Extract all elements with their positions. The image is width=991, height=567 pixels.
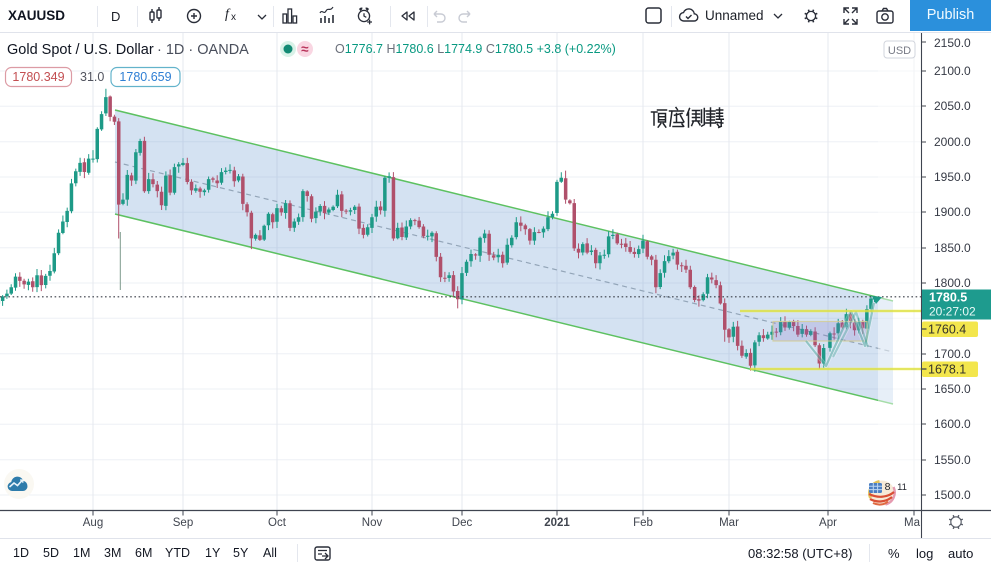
svg-text:Dec: Dec	[452, 517, 473, 529]
svg-text:Nov: Nov	[362, 517, 383, 529]
svg-text:1600.0: 1600.0	[934, 417, 971, 431]
svg-text:1780.349: 1780.349	[12, 70, 64, 84]
svg-text:1780.5: 1780.5	[929, 291, 967, 305]
svg-text:· 1D · OANDA: · 1D · OANDA	[157, 42, 249, 58]
svg-text:1550.0: 1550.0	[934, 453, 971, 467]
svg-text:2050.0: 2050.0	[934, 99, 971, 113]
svg-text:8: 8	[885, 481, 891, 493]
svg-text:O1776.7 H1780.6 L1774.9 C1780.: O1776.7 H1780.6 L1774.9 C1780.5 +3.8 (+0…	[335, 42, 616, 56]
svg-text:1780.659: 1780.659	[119, 70, 171, 84]
svg-text:20:27:02: 20:27:02	[929, 305, 976, 319]
svg-text:11: 11	[897, 482, 907, 493]
svg-text:Gold Spot / U.S. Dollar: Gold Spot / U.S. Dollar	[7, 42, 154, 58]
svg-text:1800.0: 1800.0	[934, 276, 971, 290]
svg-text:USD: USD	[888, 45, 911, 57]
svg-text:1678.1: 1678.1	[928, 363, 966, 377]
svg-text:Sep: Sep	[173, 517, 193, 529]
svg-text:1850.0: 1850.0	[934, 241, 971, 255]
svg-text:2100.0: 2100.0	[934, 64, 971, 78]
svg-text:Feb: Feb	[633, 517, 653, 529]
svg-text:2150.0: 2150.0	[934, 36, 971, 50]
svg-text:Mar: Mar	[719, 517, 739, 529]
svg-text:1700.0: 1700.0	[934, 347, 971, 361]
svg-text:1900.0: 1900.0	[934, 205, 971, 219]
svg-text:≈: ≈	[301, 42, 309, 57]
svg-text:31.0: 31.0	[80, 70, 104, 84]
svg-text:Ma: Ma	[904, 517, 921, 529]
svg-text:1760.4: 1760.4	[928, 323, 966, 337]
svg-text:Apr: Apr	[819, 517, 837, 529]
svg-text:1500.0: 1500.0	[934, 488, 971, 502]
svg-text:2021: 2021	[544, 517, 570, 529]
svg-text:1650.0: 1650.0	[934, 382, 971, 396]
svg-text:1950.0: 1950.0	[934, 170, 971, 184]
svg-text:Oct: Oct	[268, 517, 287, 529]
svg-text:Aug: Aug	[83, 517, 103, 529]
svg-text:2000.0: 2000.0	[934, 135, 971, 149]
